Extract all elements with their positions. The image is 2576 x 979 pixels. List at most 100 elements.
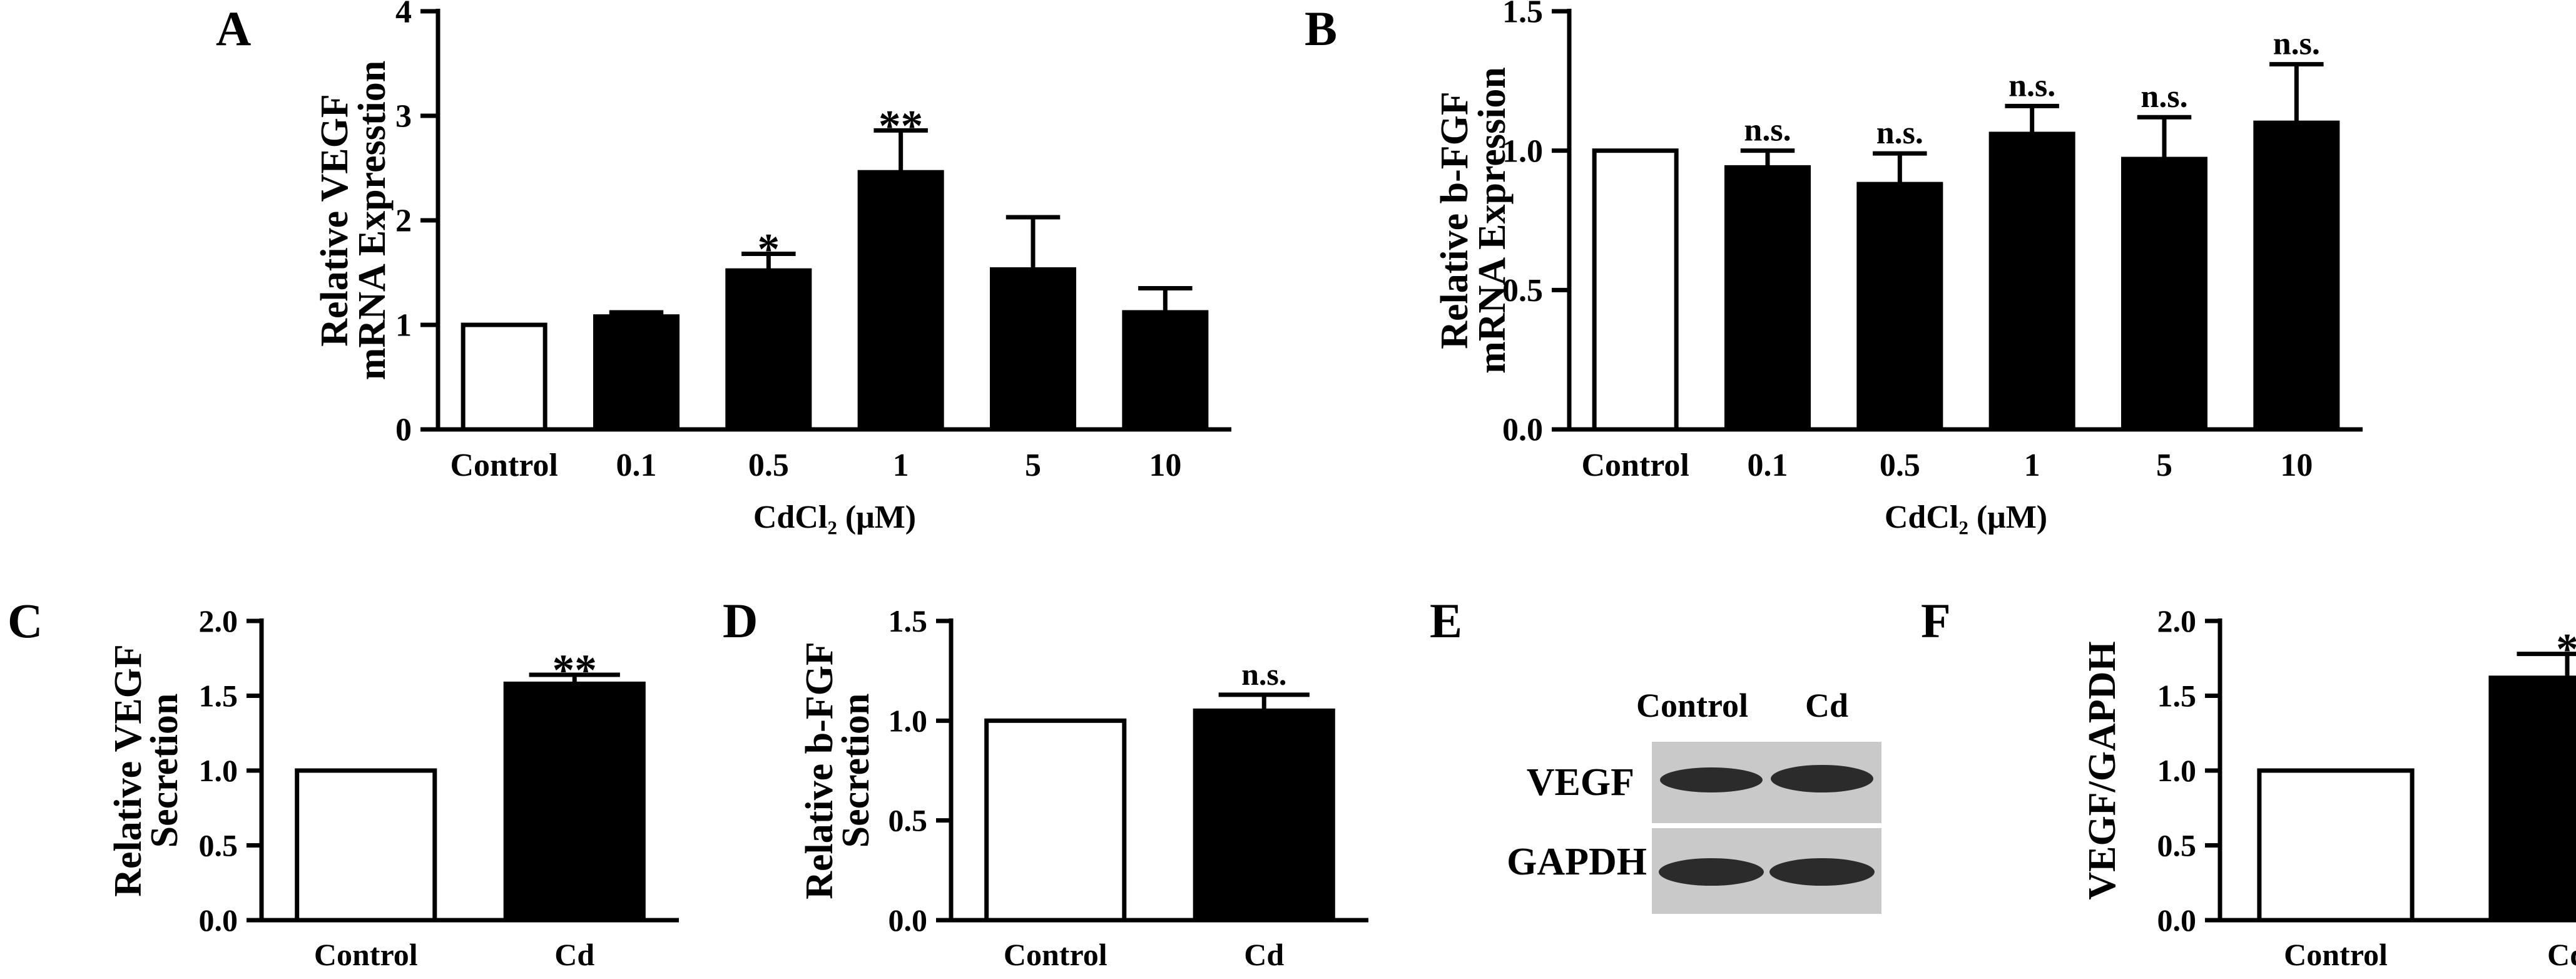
bar-d bbox=[984, 718, 1127, 923]
y-tick-label-a: 4 bbox=[395, 0, 412, 30]
x-tick-label-a: Control bbox=[450, 448, 557, 483]
bar-a bbox=[857, 170, 944, 432]
panel-letter-c: C bbox=[8, 593, 43, 648]
blot-lane-label-control: Control bbox=[1636, 687, 1748, 724]
bar-a bbox=[1122, 310, 1209, 432]
bar-b bbox=[1988, 131, 2075, 432]
x-tick-label-c: Control bbox=[314, 937, 418, 972]
y-tick-label-b: 1.5 bbox=[1502, 0, 1543, 30]
x-tick-label-a: 1 bbox=[893, 448, 909, 483]
significance-label-a: ** bbox=[878, 101, 923, 150]
panel-letter-f: F bbox=[1921, 593, 1951, 648]
y-tick-label-d: 1.5 bbox=[888, 603, 928, 638]
bar-a bbox=[593, 314, 680, 432]
significance-label-c: ** bbox=[552, 645, 597, 695]
bar-f bbox=[2488, 675, 2576, 923]
y-axis-label-f: VEGF/GAPDH bbox=[2081, 641, 2124, 900]
bar-a bbox=[989, 267, 1077, 432]
y-tick-label-c: 0.0 bbox=[199, 903, 238, 938]
x-axis-label-a: CdCl₂ (μM) bbox=[753, 500, 916, 535]
blot-row-label-vegf: VEGF bbox=[1527, 761, 1634, 804]
chart-a: 0 1 2 3 4 Control 0.1 0.5 * 1 ** 5 10 Relative VEGFmR… bbox=[313, 0, 1231, 535]
x-tick-label-b: 5 bbox=[2156, 448, 2172, 483]
blot-row-label-gapdh: GAPDH bbox=[1507, 841, 1647, 883]
x-tick-label-b: 1 bbox=[2024, 448, 2040, 483]
blot-lane-label-cd: Cd bbox=[1805, 687, 1848, 724]
x-tick-label-d: Control bbox=[1004, 937, 1107, 972]
x-tick-label-f: Control bbox=[2284, 937, 2388, 972]
significance-label-a: * bbox=[758, 224, 780, 274]
y-tick-label-f: 0.0 bbox=[2157, 903, 2197, 938]
y-axis-label-d: Secretion bbox=[835, 694, 877, 848]
y-tick-label-c: 0.5 bbox=[199, 828, 238, 863]
y-tick-label-a: 2 bbox=[395, 203, 412, 239]
y-tick-label-a: 0 bbox=[395, 413, 412, 448]
y-tick-label-a: 1 bbox=[395, 308, 412, 344]
panel-letter-e: E bbox=[1430, 593, 1462, 648]
y-tick-label-d: 0.0 bbox=[888, 903, 928, 938]
bar-b bbox=[2120, 156, 2208, 432]
y-tick-label-f: 2.0 bbox=[2157, 603, 2197, 638]
significance-label-b: n.s. bbox=[2008, 68, 2055, 103]
blot-band-gapdh-control bbox=[1659, 858, 1764, 886]
chart-f: 0.0 0.5 1.0 1.5 2.0 Control Cd * VEGF/GAPDH bbox=[2081, 603, 2576, 972]
panel-letter-b: B bbox=[1305, 1, 1337, 56]
bar-c bbox=[503, 681, 646, 923]
y-axis-label-d: Relative b-FGF bbox=[798, 642, 841, 900]
blot-band-vegf-control bbox=[1660, 767, 1763, 792]
bar-b bbox=[2253, 120, 2340, 432]
y-axis-label-c: Relative VEGF bbox=[107, 644, 150, 897]
x-tick-label-a: 10 bbox=[1149, 448, 1181, 483]
bar-b bbox=[1724, 165, 1811, 432]
x-tick-label-b: 0.1 bbox=[1748, 448, 1788, 483]
y-tick-label-a: 3 bbox=[395, 99, 412, 135]
chart-d: 0.0 0.5 1.0 1.5 Control Cd n.s. Relative b-FGFS… bbox=[798, 603, 1368, 972]
bar-b bbox=[1592, 148, 1679, 432]
bar-c bbox=[295, 768, 437, 923]
significance-label-f: * bbox=[2556, 625, 2576, 674]
y-tick-label-f: 1.0 bbox=[2157, 753, 2197, 788]
x-tick-label-b: Control bbox=[1581, 448, 1689, 483]
x-tick-label-b: 0.5 bbox=[1880, 448, 1920, 483]
panel-letter-a: A bbox=[216, 1, 251, 56]
significance-label-b: n.s. bbox=[2141, 79, 2187, 115]
x-axis-label-b: CdCl₂ (μM) bbox=[1885, 500, 2047, 535]
y-axis-label-b: Relative b-FGF bbox=[1433, 91, 1476, 349]
x-tick-label-a: 0.5 bbox=[748, 448, 789, 483]
y-tick-label-b: 1.0 bbox=[1502, 133, 1543, 169]
x-tick-label-d: Cd bbox=[1244, 937, 1284, 972]
y-tick-label-c: 2.0 bbox=[199, 603, 238, 638]
x-tick-label-f: Cd bbox=[2547, 937, 2576, 972]
y-axis-label-c: Secretion bbox=[143, 694, 186, 848]
x-tick-label-c: Cd bbox=[554, 937, 594, 972]
y-tick-label-f: 0.5 bbox=[2157, 828, 2197, 863]
bar-b bbox=[1856, 182, 1943, 432]
blot-band-vegf-cd bbox=[1771, 765, 1873, 792]
bar-d bbox=[1193, 708, 1335, 923]
western-blot: Control Cd VEGF GAPDH bbox=[1507, 687, 1881, 914]
significance-label-b: n.s. bbox=[1744, 113, 1791, 148]
y-tick-label-c: 1.0 bbox=[199, 753, 238, 788]
y-tick-label-b: 0.5 bbox=[1502, 273, 1543, 309]
y-axis-label-a: mRNA Expresstion bbox=[351, 61, 394, 380]
x-tick-label-a: 0.1 bbox=[616, 448, 657, 483]
x-tick-label-b: 10 bbox=[2280, 448, 2313, 483]
y-tick-label-f: 1.5 bbox=[2157, 679, 2197, 714]
y-axis-label-a: Relative VEGF bbox=[313, 94, 356, 347]
blot-band-gapdh-cd bbox=[1769, 858, 1875, 886]
chart-c: 0.0 0.5 1.0 1.5 2.0 Control Cd ** Relative VEGFS… bbox=[107, 603, 679, 972]
y-tick-label-d: 1.0 bbox=[888, 703, 928, 738]
chart-b: 0.0 0.5 1.0 1.5 Control 0.1 n.s. 0.5 n.s. 1 n.s. 5 n… bbox=[1433, 0, 2363, 535]
y-tick-label-b: 0.0 bbox=[1502, 413, 1543, 448]
bar-f bbox=[2257, 768, 2415, 923]
significance-label-b: n.s. bbox=[1876, 115, 1923, 151]
bar-a bbox=[725, 268, 812, 432]
significance-label-b: n.s. bbox=[2273, 26, 2320, 62]
y-tick-label-d: 0.5 bbox=[888, 803, 928, 838]
significance-label-d: n.s. bbox=[1241, 657, 1286, 692]
y-axis-label-b: mRNA Expression bbox=[1471, 67, 1514, 374]
panel-letter-d: D bbox=[723, 593, 758, 648]
x-tick-label-a: 5 bbox=[1025, 448, 1041, 483]
